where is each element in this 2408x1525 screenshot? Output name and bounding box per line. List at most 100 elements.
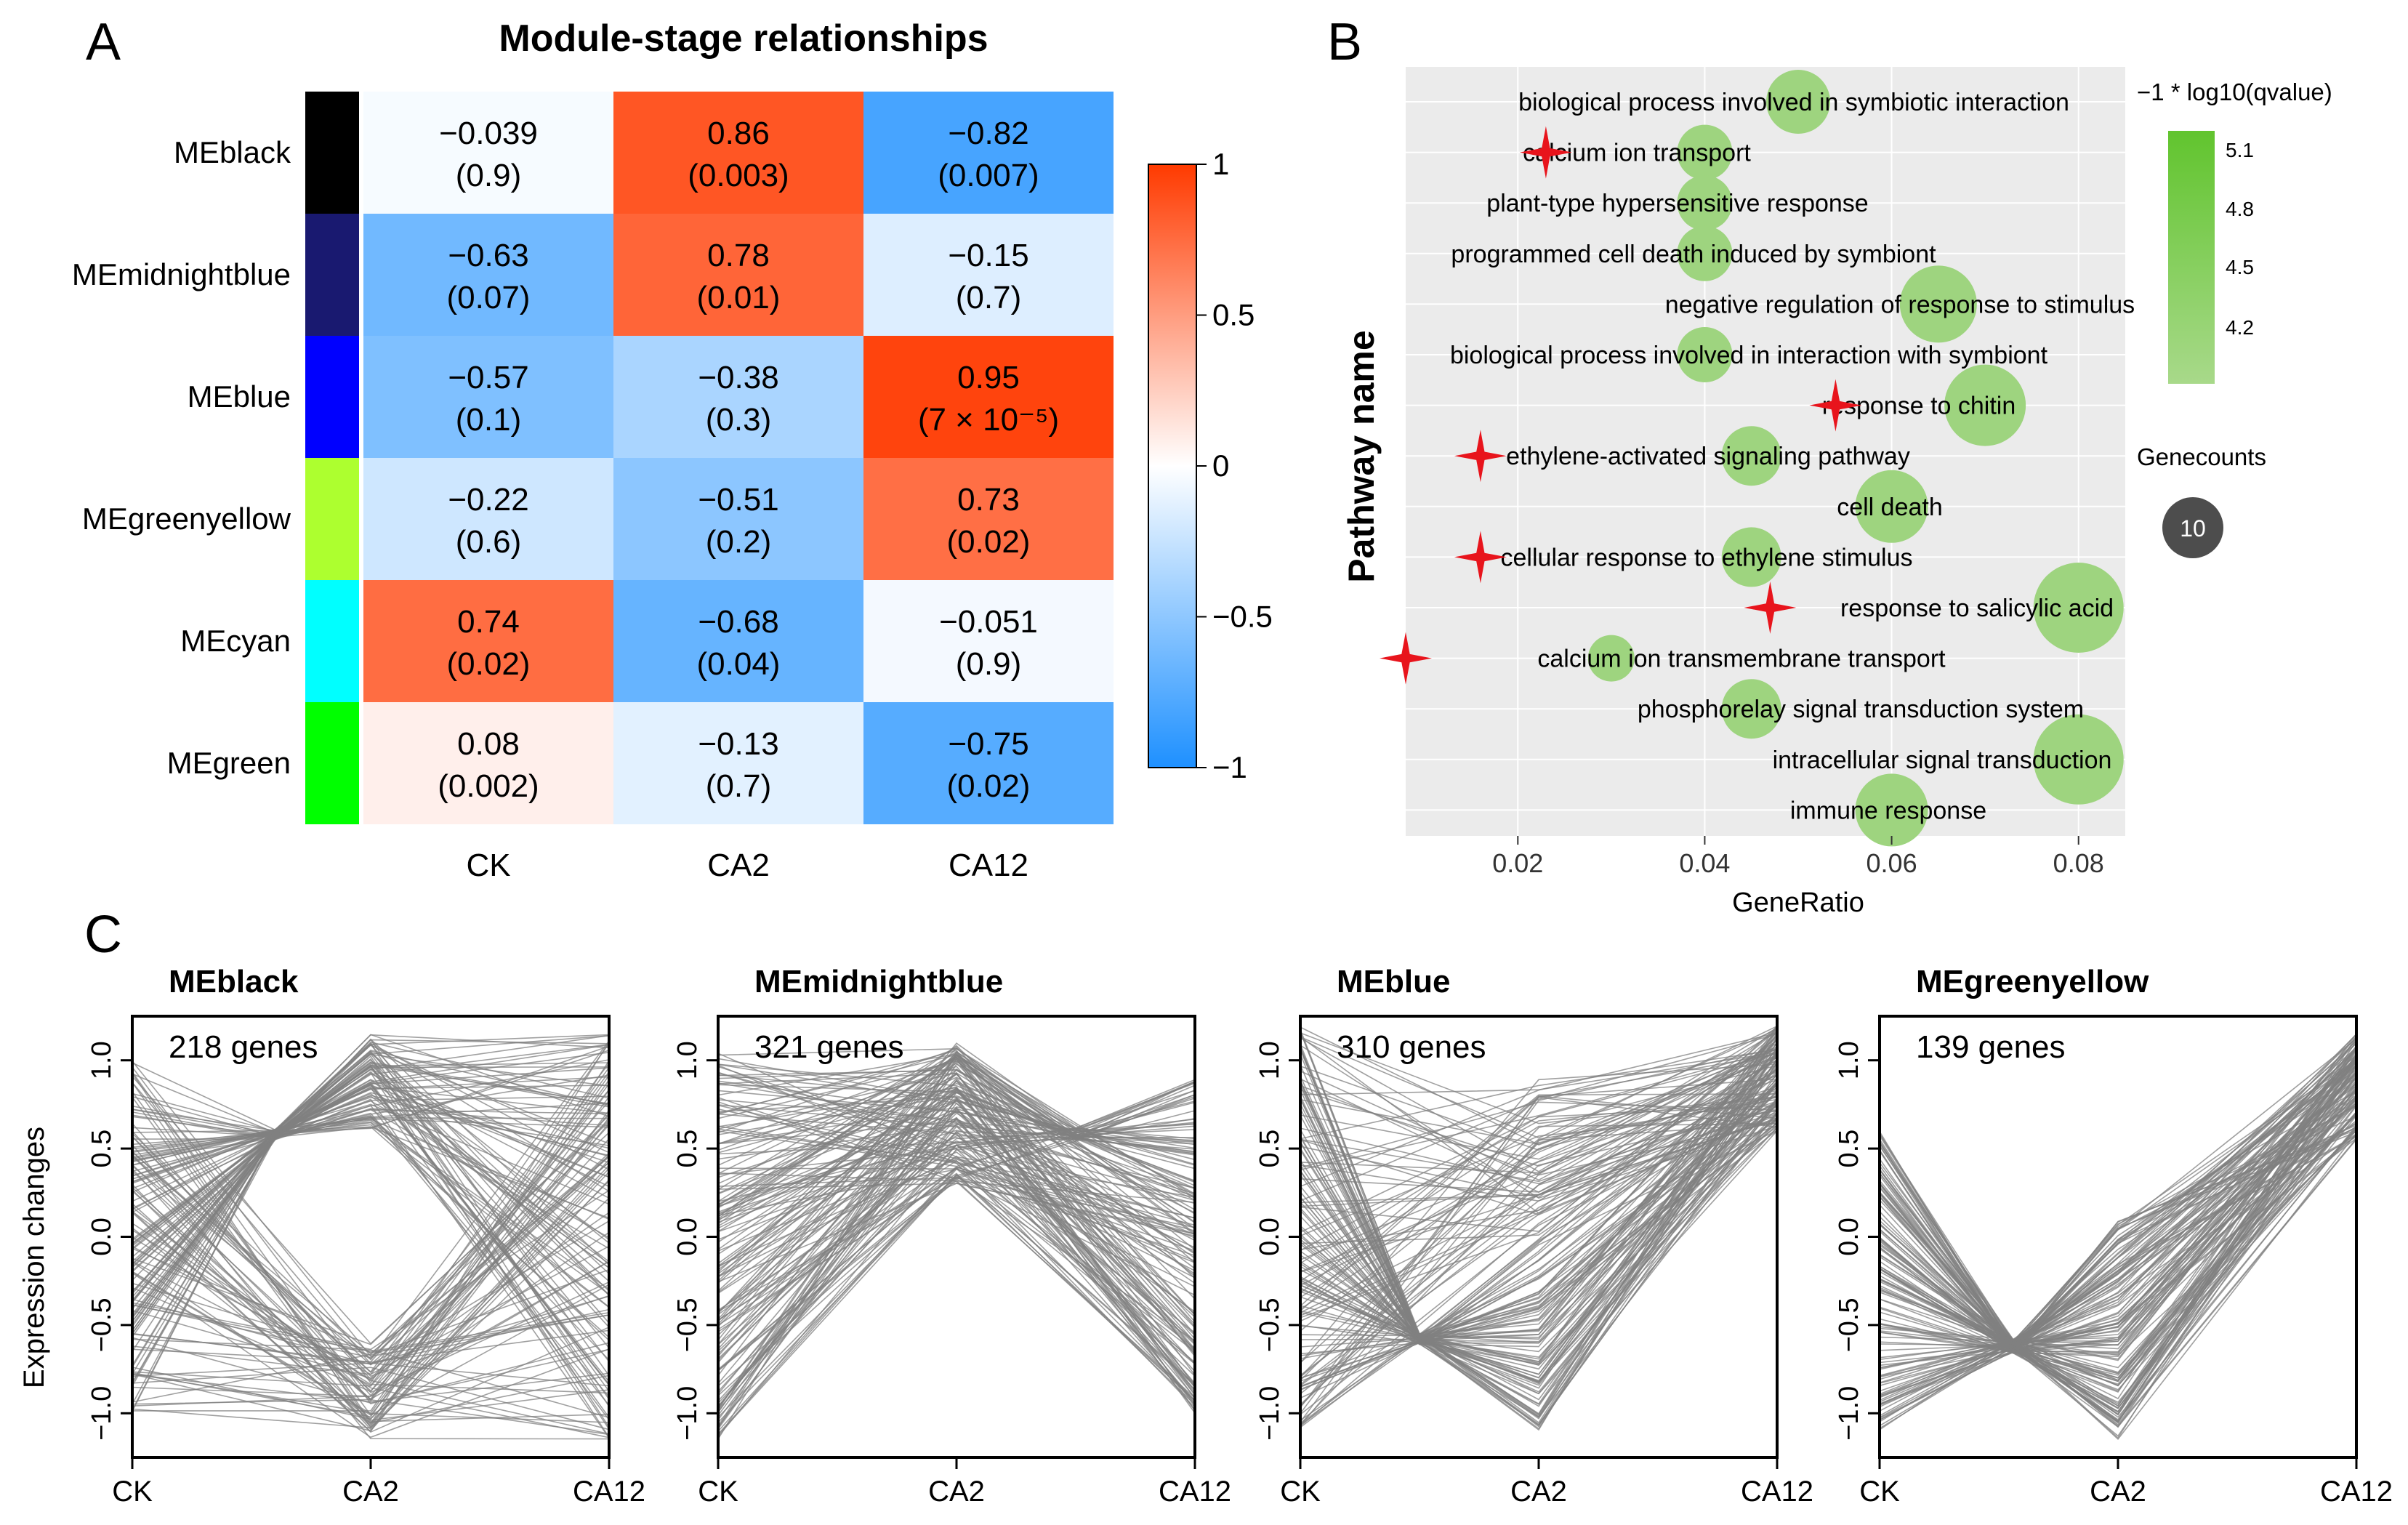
heatmap-cell-pvalue: (0.002) — [438, 768, 539, 804]
gene-profile-line — [1300, 1066, 1778, 1428]
gene-profile-line — [1300, 1053, 1778, 1337]
gene-profile-line — [1300, 1105, 1778, 1234]
gene-profile-line — [132, 1191, 610, 1400]
heatmap-cell-pvalue: (0.2) — [706, 524, 771, 560]
pathway-bubble — [1677, 327, 1733, 382]
gene-profile-line — [1300, 1103, 1778, 1393]
heatmap: MEblack −0.039 (0.9) 0.86 (0.003) −0.82 (0.007… — [72, 92, 1114, 883]
heatmap-cell — [863, 580, 1114, 702]
gene-profile-line — [1300, 1032, 1778, 1187]
gene-profile-line — [132, 1272, 610, 1439]
heatmap-cell-correlation: −0.51 — [698, 482, 778, 518]
heatmap-row-label: MEcyan — [180, 624, 291, 658]
gene-profile-line — [717, 1117, 1196, 1388]
qvalue-legend-ticks: 5.1 4.8 4.5 4.2 — [2215, 139, 2254, 339]
gene-profile-line — [132, 1038, 610, 1377]
profile-x-tick-label: CK — [112, 1476, 153, 1508]
gene-profile-line — [717, 1055, 1196, 1222]
gene-profile-line — [1300, 1101, 1778, 1183]
heatmap-cell-pvalue: (0.003) — [688, 158, 789, 193]
profile-y-tick-label: 1.0 — [1834, 1041, 1864, 1079]
gene-profile-line — [717, 1050, 1196, 1352]
gene-profile-line — [132, 1367, 610, 1431]
gene-profile-line — [132, 1171, 610, 1429]
gene-profile-line — [132, 1119, 610, 1345]
panel-b: B biological process involved in symbiot… — [1327, 13, 2332, 918]
heatmap-cell-pvalue: (0.007) — [938, 158, 1039, 193]
gene-profile-line — [132, 1268, 610, 1356]
bubble-plot: biological process involved in symbiotic… — [1380, 70, 2135, 847]
gene-profile-line — [1879, 1104, 2357, 1353]
gene-profile-line — [132, 1338, 610, 1418]
gene-profile-line — [1300, 1083, 1778, 1386]
gene-profile-line — [1300, 1037, 1778, 1232]
profile-y-tick-label: −1.0 — [1834, 1386, 1864, 1441]
gene-profile-line — [1300, 1081, 1778, 1340]
genecount-legend-dot — [2162, 497, 2223, 558]
gene-profile-line — [1300, 1113, 1778, 1216]
heatmap-cell — [613, 458, 863, 580]
gene-profile-line — [717, 1053, 1196, 1183]
gene-profile-line — [1300, 1054, 1778, 1260]
pathway-bubble — [1677, 175, 1733, 231]
gene-profile-line — [1300, 1037, 1778, 1341]
heatmap-cell — [613, 702, 863, 824]
gene-profile-line — [1300, 1074, 1778, 1343]
gene-profile-line — [1300, 1060, 1778, 1360]
gene-profile-line — [717, 1069, 1196, 1182]
panel-a-letter: A — [86, 13, 121, 71]
heatmap-legend-tick-label: −0.5 — [1212, 600, 1273, 634]
gene-profile-line — [1300, 1058, 1778, 1420]
gene-profile-line — [1300, 1047, 1778, 1379]
heatmap-cell — [863, 702, 1114, 824]
gene-profile-line — [717, 1108, 1196, 1215]
module-color-swatch — [305, 214, 359, 336]
pathway-star-marker — [1454, 531, 1507, 584]
heatmap-cell-correlation: 0.95 — [957, 360, 1020, 395]
heatmap-cell-pvalue: (0.7) — [956, 280, 1021, 315]
gene-profile-line — [1879, 1038, 2357, 1403]
profile-x-tick-label: CA2 — [928, 1476, 985, 1508]
gene-profile-line — [717, 1108, 1196, 1349]
gene-profile-line — [132, 1063, 610, 1373]
profile-y-tick-label: −0.5 — [1834, 1297, 1864, 1352]
gene-profile-line — [132, 1076, 610, 1193]
gene-profile-line — [1300, 1055, 1778, 1343]
module-color-swatch — [305, 702, 359, 824]
gene-profile-line — [132, 1076, 610, 1345]
profile-y-tick-label: 0.0 — [1834, 1218, 1864, 1256]
heatmap-legend-tick-label: 1 — [1212, 147, 1229, 181]
module-color-swatch — [305, 458, 359, 580]
gene-profile-line — [717, 1072, 1196, 1399]
pathway-label: cellular response to ethylene stimulus — [1501, 544, 1913, 571]
module-color-swatch — [305, 336, 359, 458]
gene-profile-line — [132, 1130, 610, 1396]
gene-profile-line — [1879, 1040, 2357, 1354]
heatmap-legend-ticks: 1 0.5 0 −0.5 −1 — [1196, 147, 1273, 784]
gene-profile-line — [132, 1109, 610, 1427]
gene-profile-line — [717, 1120, 1196, 1229]
gene-profile-line — [717, 1158, 1196, 1267]
gene-profile-line — [1300, 1033, 1778, 1340]
heatmap-color-legend — [1148, 164, 1197, 768]
heatmap-legend-tick-label: −1 — [1212, 750, 1247, 784]
profile-y-tick-label: 0.5 — [86, 1130, 117, 1168]
gene-profile-line — [717, 1128, 1196, 1226]
gene-profile-line — [1300, 1099, 1778, 1425]
heatmap-cell — [363, 458, 613, 580]
gene-profile-line — [132, 1155, 610, 1354]
gene-profile-line — [717, 1106, 1196, 1384]
gene-profile-line — [132, 1079, 610, 1418]
gene-profile-line — [1300, 1026, 1778, 1415]
gene-profile-line — [1300, 1033, 1778, 1202]
gene-profile-line — [132, 1372, 610, 1403]
gene-profile-line — [1300, 1031, 1778, 1343]
profile-x-tick-label: CA2 — [2090, 1476, 2146, 1508]
gene-profile-line — [1300, 1046, 1778, 1362]
profile-y-tick-label: −0.5 — [1255, 1297, 1285, 1352]
heatmap-row-label: MEblue — [188, 379, 291, 414]
gene-profile-line — [1879, 1124, 2357, 1419]
pathway-label: biological process involved in symbiotic… — [1518, 89, 2069, 116]
gene-profile-line — [132, 1096, 610, 1414]
heatmap-row-label: MEgreen — [167, 746, 291, 780]
